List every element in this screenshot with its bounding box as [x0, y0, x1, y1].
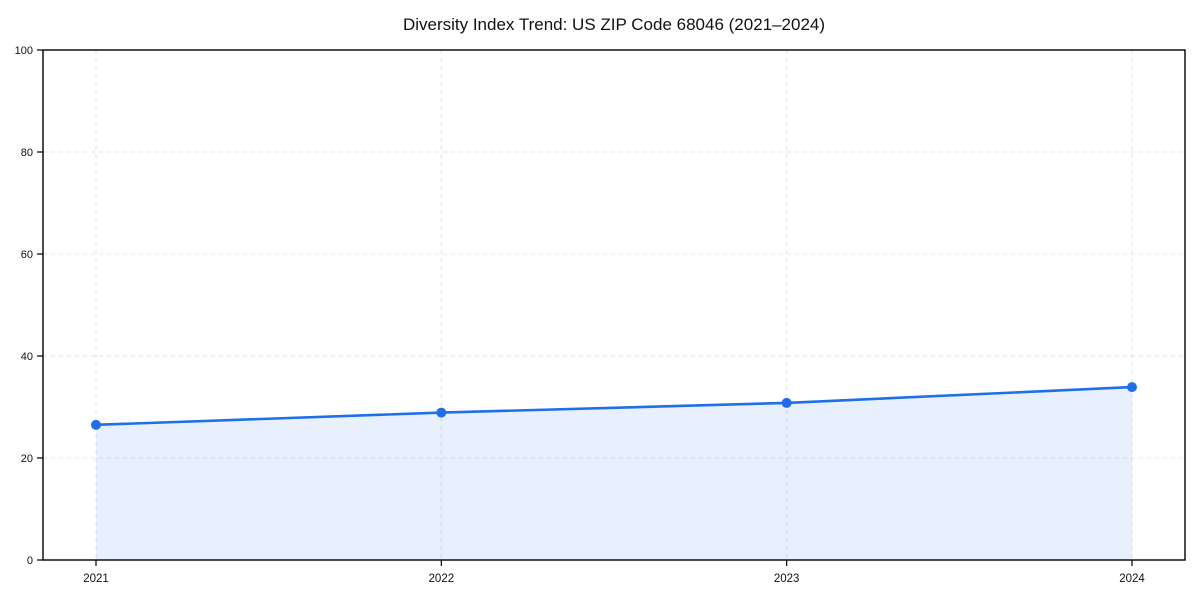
- y-tick-label: 60: [21, 249, 33, 261]
- chart-title: Diversity Index Trend: US ZIP Code 68046…: [403, 15, 825, 34]
- trend-line: [94, 385, 1134, 427]
- area-fill: [96, 387, 1132, 560]
- data-point-2021: [91, 419, 101, 430]
- x-tick-label: 2023: [774, 573, 800, 585]
- chart-layers: 0 20 40 60 80 100 2021 2022 2023 2024: [15, 45, 1186, 585]
- y-tick-label: 100: [15, 45, 33, 57]
- y-tick-label: 20: [21, 453, 33, 465]
- y-tick-label: 40: [21, 351, 33, 363]
- data-point-2024: [1127, 382, 1137, 393]
- axis-frame: [42, 49, 1186, 561]
- y-tick-label: 80: [21, 147, 33, 159]
- data-point-2023: [781, 397, 792, 408]
- y-tick-label: 0: [27, 555, 33, 567]
- x-tick-label: 2022: [429, 573, 455, 585]
- x-tick-label: 2021: [83, 573, 109, 585]
- data-point-2022: [436, 407, 447, 418]
- x-tick-label: 2024: [1119, 573, 1145, 585]
